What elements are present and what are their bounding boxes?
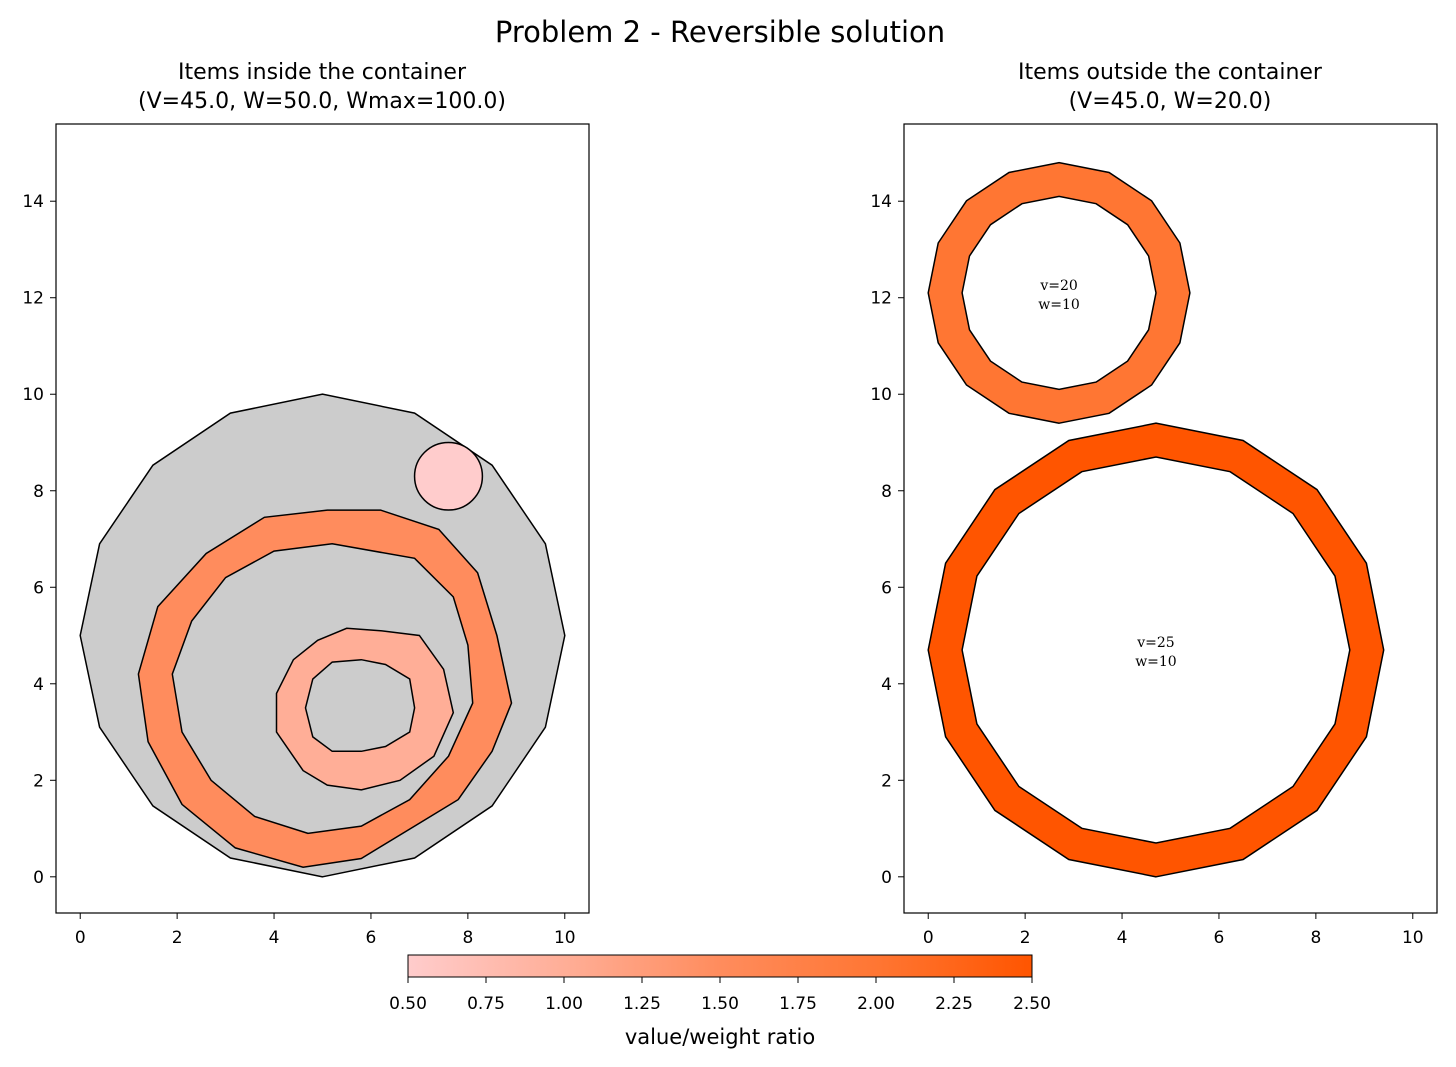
colorbar-tick-label: 1.25 — [623, 994, 661, 1014]
colorbar-tick-label: 1.75 — [779, 994, 817, 1014]
right-axes-ticks: 0 2 4 6 8 10 0 2 4 6 8 10 12 14 — [870, 192, 1423, 948]
left-item-3 — [304, 658, 416, 753]
right-ytick-label: 12 — [870, 289, 892, 309]
left-ytick-label: 10 — [22, 385, 44, 405]
container-polygon — [79, 393, 566, 878]
right-xtick-label: 2 — [1020, 928, 1031, 948]
colorbar-ticks: 0.50 0.75 1.00 1.25 1.50 1.75 2.00 2.25 2.50 — [389, 977, 1051, 1014]
right-ytick-label: 2 — [881, 771, 892, 791]
left-xtick-label: 2 — [172, 928, 183, 948]
right-ring-item-0 — [927, 161, 1191, 424]
colorbar-tick-label: 2.25 — [935, 994, 973, 1014]
left-xtick-label: 0 — [75, 928, 86, 948]
right-ytick-label: 4 — [881, 675, 892, 695]
right-ytick-label: 14 — [870, 192, 892, 212]
right-xtick-label: 10 — [1402, 928, 1424, 948]
colorbar-tick-label: 1.00 — [545, 994, 583, 1014]
right-ytick-label: 10 — [870, 385, 892, 405]
left-title-line1: Items inside the container — [178, 60, 467, 85]
left-ytick-label: 12 — [22, 289, 44, 309]
left-ytick-label: 8 — [33, 482, 44, 502]
right-item-0-value-label: v=20 — [1039, 278, 1077, 294]
figure-title: Problem 2 - Reversible solution — [495, 15, 945, 49]
right-ytick-label: 6 — [881, 578, 892, 598]
left-title-line2: (V=45.0, W=50.0, Wmax=100.0) — [138, 89, 506, 114]
right-ytick-label: 0 — [881, 868, 892, 888]
right-axes-frame — [903, 123, 1438, 914]
colorbar-tick-label: 1.50 — [701, 994, 739, 1014]
panel-right: Items outside the container (V=45.0, W=2… — [870, 60, 1438, 948]
left-xtick-label: 8 — [462, 928, 473, 948]
right-item-0-weight-label: w=10 — [1038, 297, 1080, 313]
colorbar-tick-label: 2.00 — [857, 994, 895, 1014]
left-xtick-label: 10 — [554, 928, 576, 948]
left-ytick-label: 4 — [33, 675, 44, 695]
right-title-line1: Items outside the container — [1018, 60, 1323, 85]
left-ytick-label: 6 — [33, 578, 44, 598]
colorbar-tick-label: 0.50 — [389, 994, 427, 1014]
panel-left: Items inside the container (V=45.0, W=50… — [22, 60, 590, 948]
left-ytick-label: 2 — [33, 771, 44, 791]
colorbar-gradient — [407, 954, 1033, 978]
left-ytick-label: 14 — [22, 192, 44, 212]
left-item-0 — [413, 441, 484, 511]
right-ring-item-1 — [927, 422, 1385, 878]
right-title-line2: (V=45.0, W=20.0) — [1069, 89, 1272, 114]
right-xtick-label: 4 — [1117, 928, 1128, 948]
colorbar-tick-label: 0.75 — [467, 994, 505, 1014]
left-axes-frame — [55, 123, 590, 914]
left-xtick-label: 4 — [269, 928, 280, 948]
left-item-1 — [137, 509, 513, 868]
right-xtick-label: 0 — [923, 928, 934, 948]
right-xtick-label: 8 — [1310, 928, 1321, 948]
right-item-1-weight-label: w=10 — [1135, 654, 1177, 670]
left-xtick-label: 6 — [366, 928, 377, 948]
colorbar-label: value/weight ratio — [625, 1025, 815, 1049]
right-item-1-value-label: v=25 — [1136, 635, 1174, 651]
right-xtick-label: 6 — [1214, 928, 1225, 948]
right-plot-area: v=20 w=10 v=25 w=10 — [927, 161, 1385, 878]
left-plot-area — [79, 393, 566, 878]
colorbar: 0.50 0.75 1.00 1.25 1.50 1.75 2.00 2.25 2.50 val… — [389, 954, 1051, 1049]
right-ytick-label: 8 — [881, 482, 892, 502]
colorbar-tick-label: 2.50 — [1013, 994, 1051, 1014]
left-axes-ticks: 0 2 4 6 8 10 0 2 4 6 8 10 12 14 — [22, 192, 575, 948]
left-ytick-label: 0 — [33, 868, 44, 888]
